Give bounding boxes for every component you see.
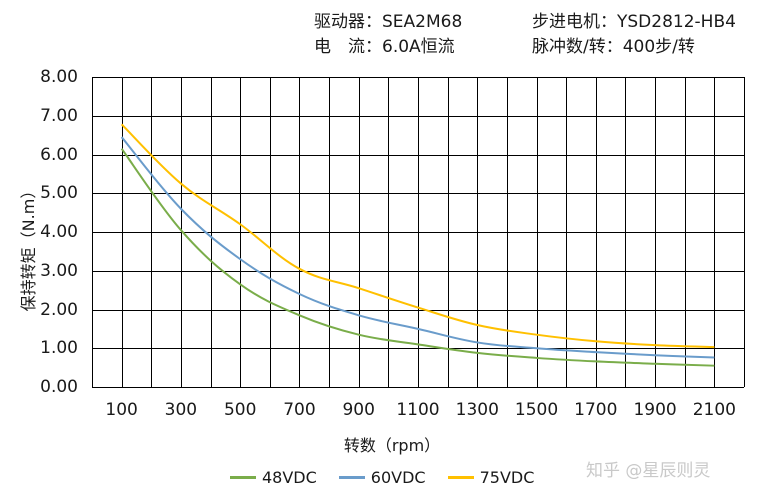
y-tick-label: 8.00 xyxy=(40,67,78,87)
x-tick-label: 1700 xyxy=(574,400,618,420)
legend-label-60vdc: 60VDC xyxy=(370,467,426,487)
x-tick-label: 700 xyxy=(283,400,316,420)
legend-swatch-48vdc xyxy=(230,475,256,479)
motor-info: 步进电机：YSD2812-HB4 xyxy=(532,12,736,32)
current-info: 电 流：6.0A恒流 xyxy=(314,37,455,57)
x-tick-label: 1500 xyxy=(514,400,559,420)
y-tick-label: 7.00 xyxy=(40,105,78,126)
y-tick-label: 1.00 xyxy=(40,338,78,359)
legend-item-75vdc: 75VDC xyxy=(447,467,535,487)
legend-label-48vdc: 48VDC xyxy=(262,467,317,487)
legend-label-75vdc: 75VDC xyxy=(479,467,535,487)
legend: 48VDC 60VDC 75VDC xyxy=(230,466,534,488)
x-tick-label: 300 xyxy=(164,400,198,420)
y-tick-label: 4.00 xyxy=(40,222,78,242)
x-tick-label: 500 xyxy=(223,400,257,420)
y-tick-label: 2.00 xyxy=(40,299,78,320)
series-line-75vdc xyxy=(120,123,715,349)
x-tick-label: 1100 xyxy=(396,400,440,420)
y-tick-label: 0.00 xyxy=(40,377,78,397)
pulse-info: 脉冲数/转：400步/转 xyxy=(532,37,695,57)
x-tick-label: 2100 xyxy=(692,400,736,420)
series-line-48vdc xyxy=(120,148,715,367)
legend-swatch-60vdc xyxy=(338,475,365,479)
driver-info: 驱动器：SEA2M68 xyxy=(314,12,463,32)
legend-swatch-75vdc xyxy=(447,475,474,479)
y-tick-label: 5.00 xyxy=(40,183,78,204)
y-tick-label: 6.00 xyxy=(40,144,78,165)
x-tick-label: 1900 xyxy=(633,400,677,420)
series-line-60vdc xyxy=(120,136,715,359)
x-tick-label: 100 xyxy=(105,400,138,420)
x-axis-label: 转数（rpm） xyxy=(343,436,441,455)
y-tick-label: 3.00 xyxy=(40,260,78,281)
x-tick-label: 1300 xyxy=(455,400,499,420)
watermark: 知乎 @星辰则灵 xyxy=(586,461,711,481)
legend-item-48vdc: 48VDC xyxy=(230,468,317,487)
legend-item-60vdc: 60VDC xyxy=(338,467,426,487)
x-tick-label: 900 xyxy=(342,400,375,420)
